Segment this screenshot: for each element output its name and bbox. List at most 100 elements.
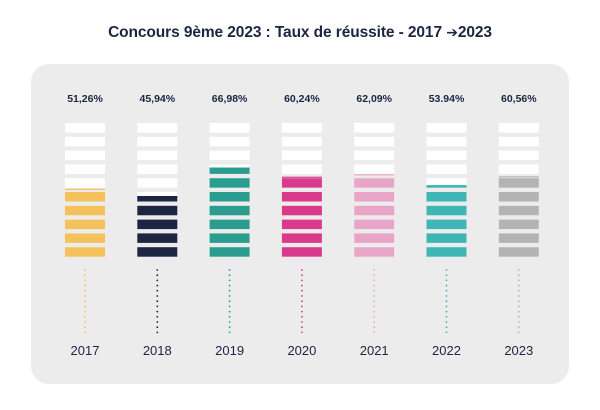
bar-stripe (281, 136, 322, 147)
connector-dot (373, 321, 376, 323)
connector-dot (445, 269, 448, 271)
connector-dot (445, 310, 448, 313)
bar-stripe-fill (281, 192, 322, 202)
bar-fill-stripes (354, 178, 395, 257)
year-label: 2023 (504, 343, 533, 358)
bar-stripe-fill (498, 219, 539, 230)
bar-stripe (65, 150, 105, 161)
year-label: 2022 (432, 343, 461, 358)
connector-dot (373, 274, 376, 277)
connector-dot (301, 279, 303, 282)
value-label: 60,56% (501, 93, 537, 105)
connector-dot (517, 315, 520, 318)
bar-stripe (65, 123, 105, 133)
bar-level-line (281, 176, 322, 178)
connector-dot (84, 295, 86, 297)
bar-fill-stripes (209, 167, 250, 257)
connector-dot (517, 274, 520, 277)
bar-stripe (498, 164, 539, 174)
bar-stripe-fill (281, 219, 322, 230)
value-label: 60,24% (284, 93, 320, 105)
bar-stripe-fill (281, 205, 322, 216)
bar-stripe (426, 150, 467, 161)
connector-dot (228, 284, 231, 287)
bar-stripe (354, 164, 395, 174)
connector-dot (156, 284, 159, 287)
year-label: 2021 (360, 343, 389, 358)
arrow-icon: ➔ (446, 24, 458, 40)
value-label: 53.94% (429, 93, 465, 105)
connector-dot (373, 300, 376, 303)
bar-stripe-fill (209, 219, 250, 230)
connector-dot (84, 305, 86, 308)
bar-stripe (426, 164, 467, 174)
connector-dot (445, 300, 448, 303)
bar-stripe-fill (498, 178, 539, 188)
connector-dot (373, 269, 376, 271)
connector-dot (156, 331, 159, 334)
connector-dot (373, 295, 376, 297)
bar-stripe-fill (65, 219, 105, 230)
connector-dot (301, 295, 303, 297)
connector-dot (84, 331, 86, 334)
bar-stripe-fill (209, 178, 250, 188)
connector-dot (517, 269, 520, 271)
title-end: 2023 (457, 24, 492, 41)
connector-dot (228, 326, 231, 329)
connector-dot (517, 279, 520, 282)
bar-stripe (137, 150, 178, 161)
value-label: 66,98% (212, 93, 248, 105)
connector-dot (517, 284, 520, 287)
year-label: 2020 (287, 343, 316, 358)
connector-dot (445, 289, 448, 292)
connector-dot (301, 284, 303, 287)
bar-stripe-fill (426, 205, 467, 216)
bar-stripe (426, 178, 467, 188)
bar-stripe-fill (281, 178, 322, 188)
connector-dot (445, 331, 448, 334)
connector-dot (301, 289, 303, 292)
bar-stripe (498, 150, 539, 161)
title-main: Concours 9ème 2023 : Taux de réussite - … (108, 24, 442, 41)
connector-dot (84, 284, 86, 287)
bar-stripe-fill (209, 205, 250, 216)
connector-dot (373, 326, 376, 329)
connector-dot (517, 305, 520, 308)
connector-dot (228, 305, 231, 308)
connector-dot (373, 331, 376, 334)
connector-dot (228, 269, 231, 271)
bar-level-line (65, 188, 105, 190)
connector-dot (156, 269, 159, 271)
bar-stripe-fill (426, 185, 467, 188)
connector-dot (156, 326, 159, 329)
bar-stripe-fill (354, 178, 395, 188)
bar-stripe-fill (426, 233, 467, 243)
connector-dot (517, 310, 520, 313)
bar-stripe-fill (137, 247, 178, 257)
connector-dot (156, 315, 159, 318)
year-label: 2018 (143, 343, 172, 358)
connector-dot (84, 289, 86, 292)
connector-dot (228, 300, 231, 303)
bar-2017: 51,26% 2017 (65, 93, 105, 358)
bar-stripe-fill (498, 205, 539, 216)
bar-stripe-fill (498, 192, 539, 202)
bar-2018: 45,94% 2018 (137, 93, 178, 358)
connector-dot (84, 274, 86, 277)
connector-dot (156, 279, 159, 282)
connector-dot (156, 305, 159, 308)
year-label: 2017 (71, 343, 100, 358)
connector-dot (156, 289, 159, 292)
connector-dot (445, 284, 448, 287)
connector-dot (84, 269, 86, 271)
bar-stripe-fill (209, 192, 250, 202)
bar-stripe-fill (426, 192, 467, 202)
bar-stripe-fill (209, 167, 250, 174)
bar-stripe-fill (65, 192, 105, 202)
bar-2020: 60,24% 2020 (281, 93, 322, 358)
connector-dot (84, 321, 86, 323)
connector-dot (228, 279, 231, 282)
bar-2019: 66,98% 2019 (209, 93, 250, 358)
bar-stripe-fill (137, 219, 178, 230)
